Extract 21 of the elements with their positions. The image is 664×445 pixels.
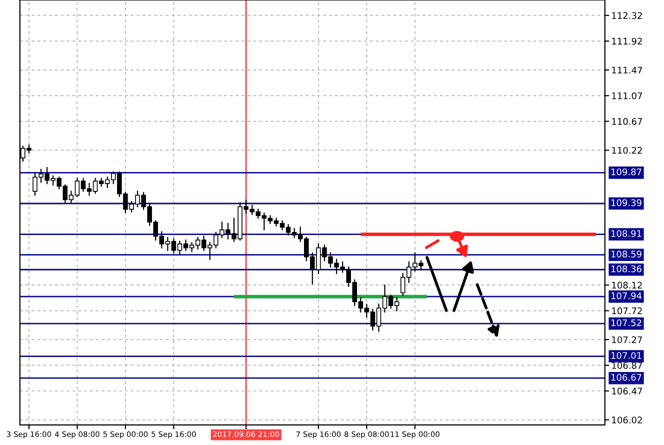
y-tick-label: 106.47: [612, 388, 642, 395]
y-tick-label: 111.07: [612, 92, 642, 100]
y-tick-label: 106.87: [612, 362, 642, 369]
y-tick-label: 107.27: [612, 336, 642, 344]
y-tick-label: 110.67: [612, 118, 642, 125]
y-tick-label: 110.22: [612, 146, 642, 154]
y-tick-label: 107.72: [612, 307, 642, 314]
ref-line-label: 108.36: [611, 265, 642, 272]
ref-line-label: 108.91: [611, 230, 642, 237]
y-tick-label: 111.92: [612, 38, 642, 45]
y-tick-label: 106.02: [612, 416, 642, 424]
y-tick-label: 108.12: [612, 282, 642, 289]
ref-line-label: 106.67: [611, 374, 642, 381]
ref-line-label: 109.39: [611, 199, 642, 206]
ref-line-label: 108.59: [611, 250, 642, 258]
ref-line-label: 107.94: [611, 292, 642, 300]
ref-line-label: 107.01: [611, 352, 642, 359]
ref-line-label: 109.87: [611, 168, 642, 176]
y-tick-label: 112.32: [612, 12, 642, 19]
y-tick-label: 111.47: [612, 66, 642, 74]
ref-line-label: 107.52: [611, 319, 642, 326]
